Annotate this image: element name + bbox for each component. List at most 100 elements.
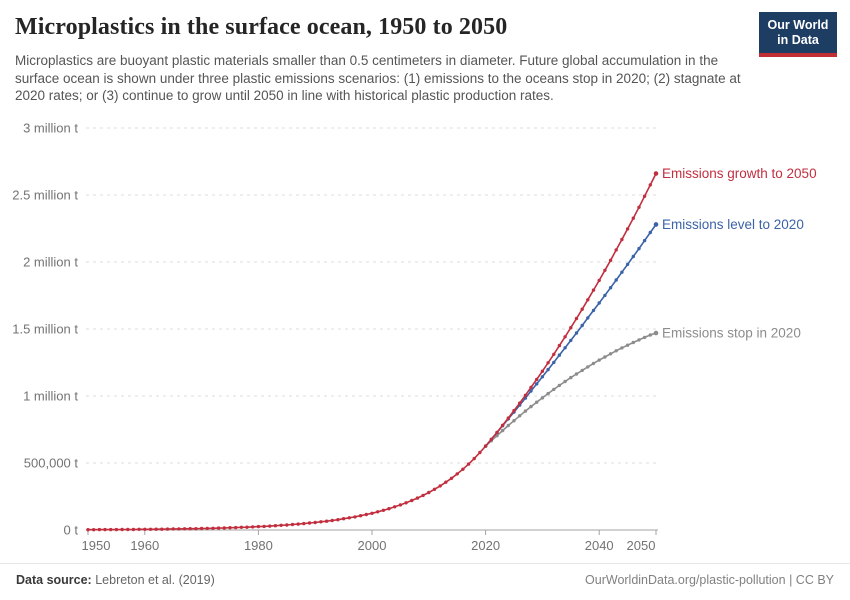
data-point	[222, 526, 226, 530]
chart-footer: Data source: Lebreton et al. (2019) OurW…	[0, 563, 850, 600]
data-point	[586, 298, 590, 302]
data-point	[449, 476, 454, 480]
owid-logo-line1: Our World	[767, 18, 829, 32]
data-point	[523, 409, 528, 413]
data-point	[552, 352, 556, 356]
data-point	[631, 254, 635, 259]
data-point	[591, 288, 596, 292]
data-point	[268, 524, 272, 528]
data-point	[642, 335, 647, 340]
data-point	[620, 270, 624, 274]
data-point	[597, 301, 601, 305]
data-point	[427, 490, 431, 495]
data-point	[239, 525, 244, 529]
data-point	[552, 360, 556, 365]
footer-link[interactable]: OurWorldinData.org/plastic-pollution	[585, 573, 786, 587]
footer-license: | CC BY	[785, 573, 834, 587]
data-point	[648, 230, 652, 235]
data-point	[211, 526, 215, 530]
data-point	[608, 258, 613, 262]
data-point	[290, 522, 295, 527]
data-point	[483, 444, 488, 448]
series-line-emissions-growth-to-2050	[88, 173, 657, 531]
data-point	[580, 368, 584, 373]
data-point	[228, 526, 232, 530]
x-axis-tick-label: 1980	[244, 538, 273, 553]
data-point	[489, 437, 493, 441]
data-point	[245, 525, 249, 529]
data-point	[523, 393, 528, 397]
data-point	[461, 467, 465, 471]
data-point	[580, 323, 584, 328]
data-point	[506, 423, 510, 428]
data-point	[608, 352, 613, 356]
data-point	[631, 216, 635, 220]
data-point	[472, 456, 476, 461]
data-point	[529, 389, 533, 393]
data-point	[631, 340, 635, 345]
data-point	[557, 343, 562, 348]
data-point	[86, 528, 90, 532]
data-point	[415, 496, 420, 500]
data-point	[500, 423, 505, 427]
data-point	[92, 528, 96, 532]
data-point	[506, 416, 510, 420]
series-emissions-growth-to-2050: Emissions growth to 2050	[86, 166, 817, 532]
data-point	[285, 523, 289, 527]
data-point	[466, 462, 471, 466]
data-point	[608, 286, 613, 290]
data-point	[540, 375, 545, 379]
data-point	[642, 194, 647, 198]
series-label-emissions-stop-in-2020[interactable]: Emissions stop in 2020	[662, 326, 801, 341]
x-axis-tick-label: 2020	[471, 538, 500, 553]
data-point	[199, 526, 204, 531]
data-point	[205, 526, 209, 531]
data-point	[188, 527, 192, 531]
data-point	[120, 527, 124, 532]
series-line-emissions-level-to-2020	[484, 224, 657, 447]
x-axis-tick-label: 2000	[358, 538, 387, 553]
data-point	[518, 401, 522, 405]
data-point	[234, 525, 238, 530]
data-point	[557, 353, 562, 357]
y-axis-tick-label: 0 t	[64, 523, 79, 538]
series-label-emissions-level-to-2020[interactable]: Emissions level to 2020	[662, 217, 804, 232]
data-point	[648, 333, 652, 337]
data-point	[358, 514, 363, 518]
data-point	[569, 338, 573, 343]
data-point	[126, 527, 130, 532]
data-point	[591, 308, 596, 313]
data-point	[307, 521, 312, 525]
data-point	[165, 527, 170, 531]
data-point	[563, 379, 567, 384]
data-point	[364, 512, 368, 517]
y-axis-tick-label: 500,000 t	[24, 456, 79, 471]
data-point	[603, 293, 607, 298]
data-point	[421, 493, 425, 498]
data-point	[512, 408, 516, 413]
data-source-value: Lebreton et al. (2019)	[91, 573, 215, 587]
data-point	[103, 527, 107, 532]
y-axis-tick-label: 3 million t	[23, 121, 78, 136]
data-point	[552, 387, 556, 392]
data-point	[614, 248, 618, 252]
data-point	[625, 227, 630, 231]
data-point	[296, 522, 300, 526]
data-point	[302, 521, 306, 526]
chart-subtitle: Microplastics are buoyant plastic materi…	[15, 53, 741, 103]
data-point	[540, 396, 545, 400]
data-point	[97, 527, 102, 532]
series-label-emissions-growth-to-2050[interactable]: Emissions growth to 2050	[662, 166, 817, 181]
data-point	[432, 487, 437, 491]
data-point	[376, 510, 380, 514]
data-point	[336, 518, 340, 522]
data-point	[546, 361, 550, 365]
data-point	[569, 375, 573, 380]
data-point	[625, 343, 630, 347]
data-point	[341, 517, 346, 521]
data-point	[614, 278, 618, 282]
data-point	[637, 205, 641, 209]
data-point	[574, 316, 579, 321]
data-point	[182, 527, 187, 531]
owid-logo[interactable]: Our World in Data	[759, 12, 837, 57]
